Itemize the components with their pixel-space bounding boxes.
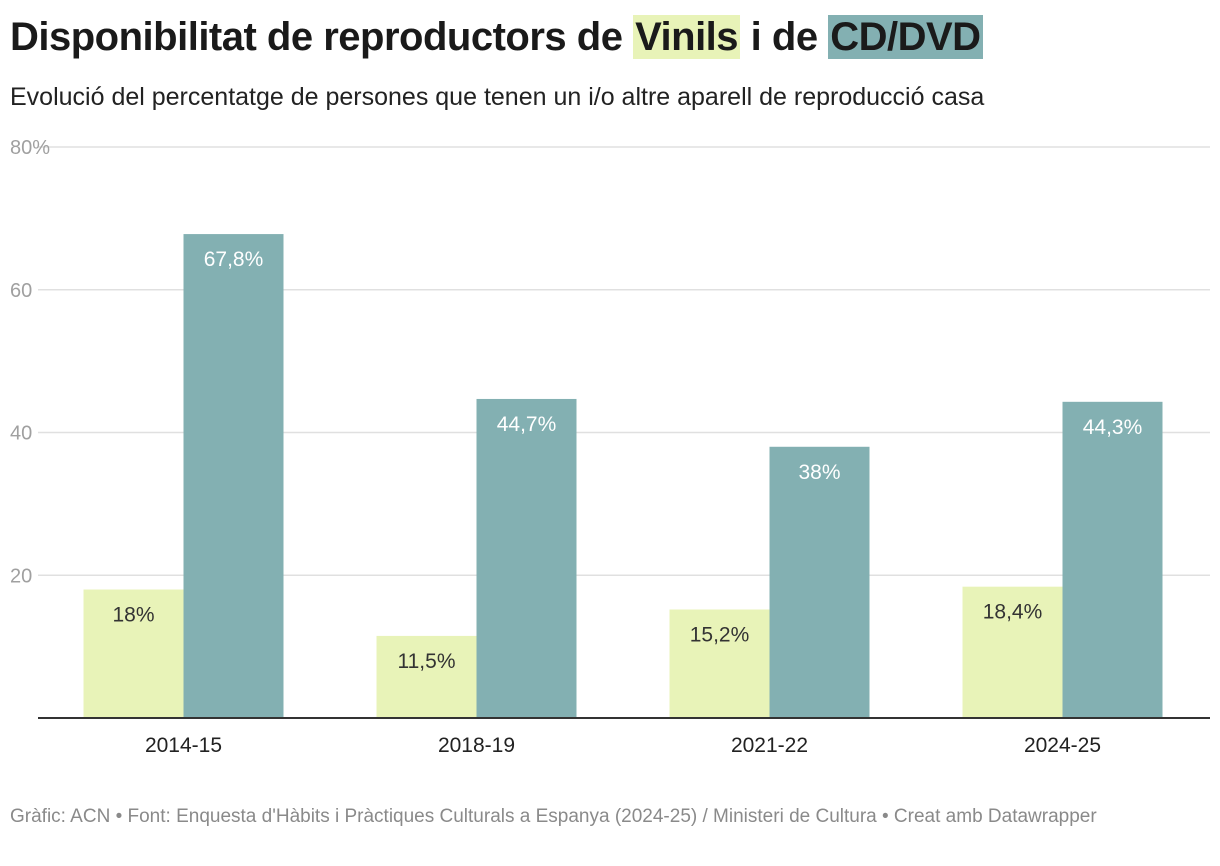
x-tick-label: 2024-25: [1024, 734, 1101, 757]
data-label-cddvd: 38%: [798, 461, 840, 484]
data-label-vinils: 18%: [112, 604, 154, 627]
data-label-vinils: 18,4%: [983, 601, 1043, 624]
bar-cddvd: [1062, 401, 1163, 718]
y-tick-label: 60: [10, 280, 32, 302]
y-tick-label: 40: [10, 423, 32, 445]
bar-vinils: [83, 589, 184, 718]
bar-cddvd: [183, 234, 284, 718]
bar-cddvd: [476, 398, 577, 718]
x-tick-label: 2018-19: [438, 734, 515, 757]
chart-footer: Gràfic: ACN • Font: Enquesta d'Hàbits i …: [10, 806, 1097, 827]
title-vinils-highlight: Vinils: [633, 15, 741, 59]
y-tick-label: 20: [10, 565, 32, 587]
bar-cddvd: [769, 446, 870, 718]
title-prefix: Disponibilitat de reproductors de: [10, 15, 634, 59]
x-tick-label: 2021-22: [731, 734, 808, 757]
data-label-vinils: 15,2%: [690, 624, 750, 647]
bar-vinils: [962, 586, 1063, 718]
bar-chart: 20 40 60 80% 18% 67,8% 2014-15 11,5% 44,7% 2018-1…: [10, 137, 1210, 757]
data-label-cddvd: 44,3%: [1083, 416, 1143, 439]
chart-title: Disponibilitat de reproductors de Vinils…: [10, 8, 983, 66]
chart-subtitle: Evolució del percentatge de persones que…: [10, 83, 985, 111]
title-cddvd-highlight: CD/DVD: [828, 15, 983, 59]
x-tick-label: 2014-15: [145, 734, 222, 757]
bar-vinils: [376, 635, 477, 718]
y-tick-label: 80%: [10, 137, 50, 159]
bar-vinils: [669, 609, 770, 718]
data-label-cddvd: 67,8%: [204, 248, 264, 271]
data-label-cddvd: 44,7%: [497, 413, 557, 436]
data-label-vinils: 11,5%: [398, 650, 456, 673]
title-middle: i de: [740, 15, 829, 59]
